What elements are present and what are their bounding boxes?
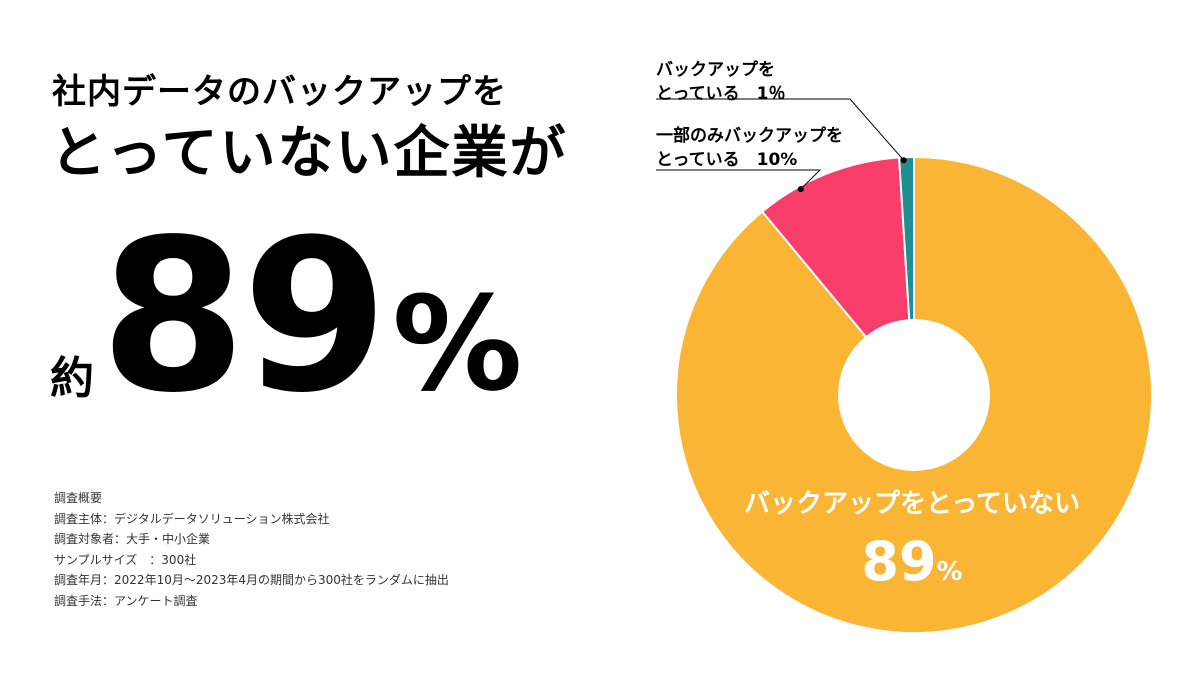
survey-row: 調査手法：アンケート調査 <box>54 591 449 612</box>
leader-backed-up-dot <box>900 157 907 164</box>
slice-value-not-backed-up: 89% <box>861 530 962 593</box>
callout-line-2: とっている 1％ <box>656 82 785 106</box>
survey-row: 調査主体：デジタルデータソリューション株式会社 <box>54 509 449 530</box>
survey-title: 調査概要 <box>54 491 103 505</box>
highlight-value: 89% <box>100 212 523 422</box>
survey-value: デジタルデータソリューション株式会社 <box>114 511 330 526</box>
callout-label: とっている <box>656 84 740 104</box>
slice-label-not-backed-up: バックアップをとっていない <box>744 489 1080 519</box>
survey-key: 調査手法 <box>54 593 103 608</box>
survey-summary: 調査概要 調査主体：デジタルデータソリューション株式会社 調査対象者：大手・中小… <box>54 488 449 611</box>
survey-value: 大手・中小企業 <box>126 532 211 546</box>
survey-sep: ： <box>102 593 115 608</box>
survey-sep: ： <box>137 552 162 567</box>
callout-partially-backed-up: 一部のみバックアップを とっている 10% <box>656 124 843 172</box>
survey-row: 調査年月：2022年10月〜2023年4月の期間から300社をランダムに抽出 <box>54 570 449 591</box>
survey-value: 300社 <box>161 552 197 567</box>
survey-sep: ： <box>102 511 115 526</box>
highlight-unit: % <box>392 268 523 420</box>
leader-backed-up-line <box>656 98 905 161</box>
callout-label: とっている <box>656 150 740 170</box>
highlight-number: 89 <box>100 194 388 439</box>
headline-line-1: 社内データのバックアップを <box>52 72 507 112</box>
leader-partially-backed-up-line <box>656 169 822 190</box>
survey-key: 調査対象者 <box>54 532 115 546</box>
survey-key: 調査年月 <box>54 573 103 587</box>
donut-hole <box>838 319 990 471</box>
survey-value: 2022年10月〜2023年4月の期間から300社をランダムに抽出 <box>114 573 449 587</box>
survey-row: サンプルサイズ ：300社 <box>54 550 449 571</box>
slice-value-number: 89 <box>861 530 936 593</box>
callout-backed-up: バックアップを とっている 1％ <box>656 58 785 106</box>
callout-line-2: とっている 10% <box>656 148 843 172</box>
callout-line-1: 一部のみバックアップを <box>656 126 843 146</box>
headline-line-2: とっていない企業が <box>50 121 568 186</box>
callout-value: 10% <box>756 150 798 170</box>
callout-value: 1％ <box>756 84 786 104</box>
survey-key: サンプルサイズ <box>54 552 138 567</box>
survey-sep: ： <box>114 532 127 546</box>
survey-sep: ： <box>102 573 115 587</box>
slice-value-unit: % <box>937 557 963 587</box>
survey-value: アンケート調査 <box>114 593 198 608</box>
callout-line-1: バックアップを <box>656 60 775 80</box>
leader-partially-backed-up-dot <box>797 186 804 193</box>
survey-row: 調査対象者：大手・中小企業 <box>54 529 449 550</box>
highlight-prefix: 約 <box>50 353 94 404</box>
survey-key: 調査主体 <box>54 511 103 526</box>
